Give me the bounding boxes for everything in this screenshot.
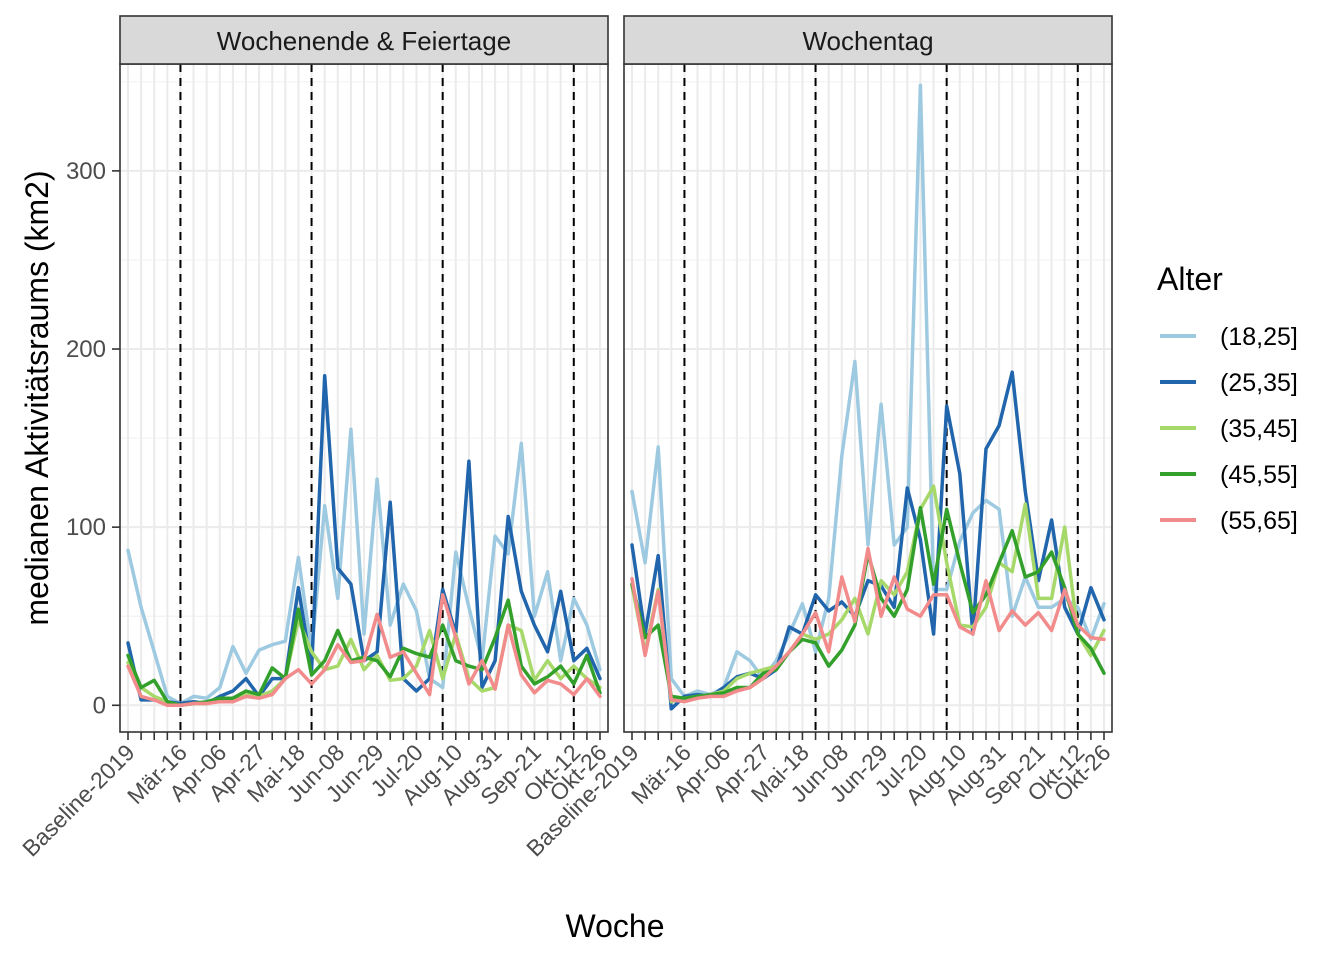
legend: Alter (18,25] (25,35] (35,45] (45,55] (55,65… — [1157, 261, 1298, 535]
facet-label: Wochentag — [802, 26, 933, 56]
y-tick-label: 200 — [66, 336, 106, 363]
legend-label: (55,65] — [1220, 507, 1298, 535]
x-axis-label: Woche — [565, 908, 664, 944]
x-tick-label: Baseline-2019 — [17, 739, 139, 861]
series-line-(18,25] — [126, 427, 602, 706]
series-line-(55,65] — [630, 546, 1106, 704]
panels-layer: Wochenende & FeiertageBaseline-2019Mär-1… — [17, 15, 1116, 862]
legend-label: (35,45] — [1220, 415, 1298, 443]
legend-title: Alter — [1157, 261, 1223, 297]
facet-strip — [623, 15, 1113, 65]
legend-label: (18,25] — [1220, 323, 1298, 351]
series-line-(55,65] — [126, 593, 602, 708]
facet-strip — [119, 15, 609, 65]
y-tick-label: 300 — [66, 158, 106, 185]
panel-1: WochentagBaseline-2019Mär-16Apr-06Apr-27… — [521, 15, 1116, 862]
legend-label: (25,35] — [1220, 369, 1298, 397]
panel-0: Wochenende & FeiertageBaseline-2019Mär-1… — [17, 15, 612, 862]
y-axis-label: medianen Aktivitätsraums (km2) — [19, 170, 55, 625]
y-tick-label: 100 — [66, 514, 106, 541]
y-axis: 0 100 200 300 — [66, 158, 120, 719]
y-tick-label: 0 — [93, 692, 106, 719]
legend-label: (45,55] — [1220, 461, 1298, 489]
facet-label: Wochenende & Feiertage — [217, 26, 511, 56]
